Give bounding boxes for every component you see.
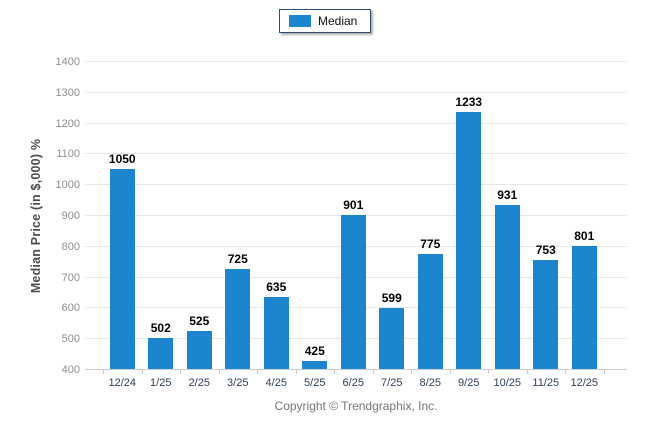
bar-value-label: 1233 <box>455 95 483 110</box>
x-tick-mark <box>411 370 412 374</box>
x-axis-tick-labels: 12/24 1/25 2/25 3/25 4/25 5/25 6/25 7/25 8/25 9/2… <box>85 378 627 392</box>
y-tick-label: 800 <box>61 240 80 253</box>
x-tick-mark <box>257 370 258 374</box>
x-tick-label: 6/25 <box>342 377 364 389</box>
x-tick-label: 2/25 <box>188 377 210 389</box>
x-tick-mark <box>141 370 143 374</box>
x-tick-mark <box>334 370 335 374</box>
bar-value-label: 525 <box>189 313 210 328</box>
gridline <box>85 91 627 93</box>
bar-7/25[interactable] <box>379 307 405 369</box>
bar-value-label: 931 <box>497 188 518 203</box>
y-axis-tick-labels: 400 500 600 700 800 900 1000 1100 1200 1300 1400 <box>0 57 80 376</box>
bar-value-label: 599 <box>381 290 402 305</box>
y-tick-label: 400 <box>61 364 80 376</box>
bar-2/25[interactable] <box>186 330 212 369</box>
bar-value-label: 425 <box>304 344 325 359</box>
bar-value-label: 753 <box>535 243 556 258</box>
x-tick-label: 12/25 <box>570 377 599 389</box>
gridline <box>85 122 627 124</box>
legend-label-median: Median <box>318 14 358 28</box>
gridline <box>85 153 627 155</box>
bar-11/25[interactable] <box>533 260 559 369</box>
y-tick-label: 600 <box>61 302 80 315</box>
gridline <box>85 61 627 62</box>
bar-12/25[interactable] <box>571 245 597 369</box>
x-tick-mark <box>372 370 374 374</box>
bar-value-label: 1050 <box>108 151 136 166</box>
x-tick-label: 12/24 <box>108 377 137 389</box>
x-tick-label: 11/25 <box>532 377 560 389</box>
bar-8/25[interactable] <box>417 253 443 369</box>
bar-value-label: 775 <box>420 236 441 251</box>
legend[interactable]: Median <box>279 9 372 33</box>
bar-10/25[interactable] <box>494 205 520 369</box>
copyright-text: Copyright © Trendgraphix, Inc. <box>274 399 438 413</box>
x-tick-mark <box>526 370 528 374</box>
y-tick-label: 1200 <box>55 117 80 130</box>
bar-value-label: 901 <box>343 197 364 212</box>
x-tick-label: 5/25 <box>304 377 326 389</box>
bar-value-label: 635 <box>266 279 287 294</box>
x-tick-mark <box>603 370 605 374</box>
x-tick-mark <box>103 370 104 374</box>
bar-value-label: 801 <box>574 228 595 243</box>
x-tick-label: 10/25 <box>493 377 522 389</box>
y-tick-label: 1100 <box>56 148 80 161</box>
x-axis-line <box>85 369 627 370</box>
x-tick-mark <box>449 370 451 374</box>
y-tick-label: 900 <box>61 210 80 222</box>
x-tick-label: 3/25 <box>227 377 249 389</box>
bar-5/25[interactable] <box>302 361 328 369</box>
y-tick-label: 1000 <box>55 179 80 192</box>
x-tick-label: 9/25 <box>458 377 480 389</box>
x-tick-label: 1/25 <box>150 377 172 389</box>
legend-swatch-median <box>289 15 311 27</box>
gridline <box>85 184 627 186</box>
x-tick-mark <box>180 370 181 374</box>
plot-area: 1050 502 525 725 635 425 901 599 775 1233 931 753 80… <box>85 61 627 374</box>
y-tick-label: 700 <box>61 271 80 284</box>
x-tick-mark <box>295 370 297 374</box>
x-tick-label: 8/25 <box>419 377 441 389</box>
x-tick-mark <box>218 370 220 374</box>
x-tick-label: 7/25 <box>381 377 403 389</box>
bar-3/25[interactable] <box>225 268 251 369</box>
bar-12/24[interactable] <box>109 168 135 369</box>
y-tick-label: 500 <box>61 333 80 346</box>
x-tick-label: 4/25 <box>265 377 287 389</box>
bar-1/25[interactable] <box>148 337 174 369</box>
bar-6/25[interactable] <box>340 214 366 369</box>
bar-4/25[interactable] <box>263 296 289 369</box>
bar-value-label: 725 <box>227 251 248 266</box>
x-tick-mark <box>565 370 566 374</box>
bar-9/25[interactable] <box>456 112 482 369</box>
bar-value-label: 502 <box>150 320 171 335</box>
x-tick-mark <box>488 370 489 374</box>
y-tick-label: 1300 <box>55 86 80 99</box>
y-tick-label: 1400 <box>55 56 80 68</box>
